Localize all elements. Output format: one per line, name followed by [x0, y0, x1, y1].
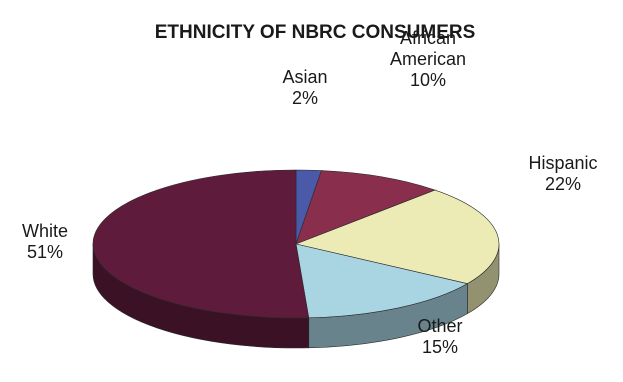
pie-top [92, 169, 500, 319]
slice-label-4: White [22, 221, 68, 241]
pie-slice-3 [295, 243, 469, 319]
chart-title: ETHNICITY OF NBRC CONSUMERS [155, 22, 476, 43]
pie-slice-2 [294, 189, 500, 284]
pie-slice-4 [92, 169, 310, 319]
slice-value-label-4: 51% [27, 242, 63, 262]
pie-slice-1 [295, 170, 436, 245]
slice-label-3: Other [417, 316, 462, 336]
slice-label-0: Asian [282, 67, 327, 87]
slice-value-label-3: 15% [422, 337, 458, 357]
slice-value-label-2: 22% [545, 174, 581, 194]
slice-label-1: American [390, 49, 466, 69]
slice-value-label-1: 10% [410, 70, 446, 90]
slice-value-label-0: 2% [292, 88, 318, 108]
pie-sides [92, 243, 500, 349]
slice-label-1: African [400, 28, 456, 48]
slice-label-2: Hispanic [528, 153, 597, 173]
